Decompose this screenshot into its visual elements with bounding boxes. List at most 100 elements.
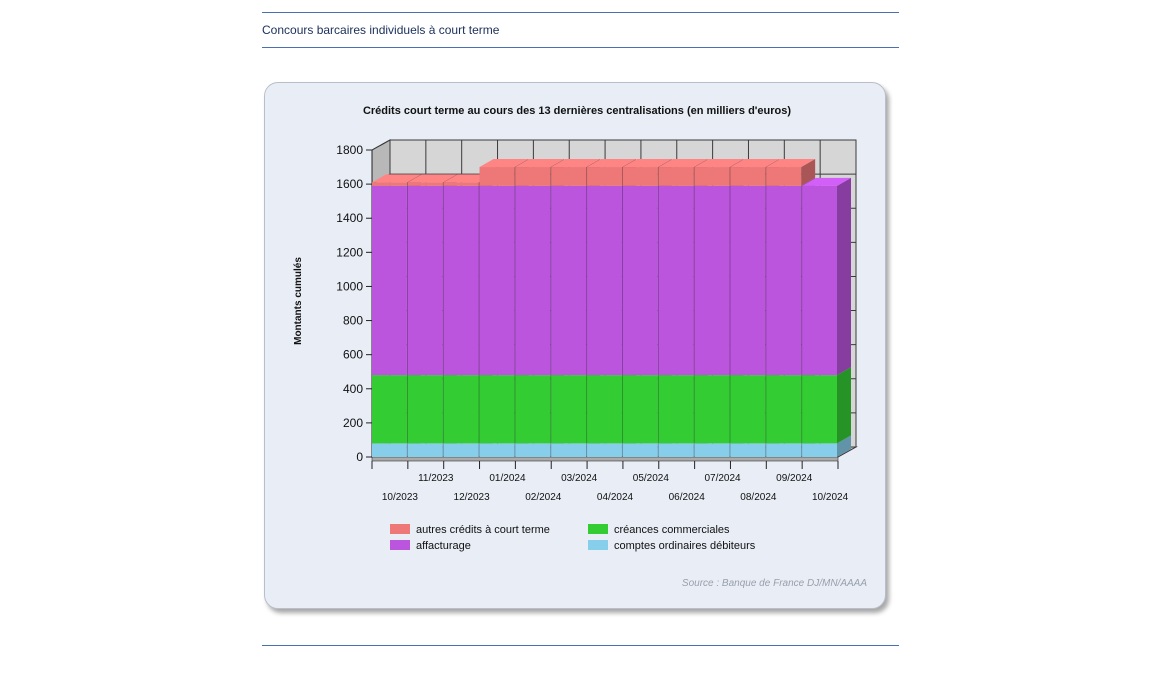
bar-segment bbox=[730, 167, 766, 186]
bar-segment-side bbox=[837, 435, 851, 457]
bar-top-face bbox=[730, 159, 780, 168]
y-tick-label: 1600 bbox=[336, 177, 363, 191]
stacked-bar-chart: Crédits court terme au cours des 13 dern… bbox=[293, 105, 867, 589]
y-tick-label: 600 bbox=[343, 348, 363, 362]
bar-segment bbox=[515, 375, 551, 444]
x-tick-label: 06/2024 bbox=[669, 492, 706, 503]
bar-segment bbox=[730, 375, 766, 444]
x-tick-label: 10/2024 bbox=[812, 492, 849, 503]
legend-swatch bbox=[390, 540, 410, 550]
bar-segment bbox=[372, 185, 407, 376]
legend-swatch bbox=[588, 540, 608, 550]
bar-segment bbox=[372, 182, 407, 186]
bar-segment bbox=[766, 443, 802, 457]
bar-segment bbox=[802, 375, 837, 444]
bar-segment bbox=[479, 375, 515, 444]
bar-segment bbox=[802, 443, 837, 457]
chart-title: Crédits court terme au cours des 13 dern… bbox=[363, 105, 791, 117]
heading-underline bbox=[262, 47, 899, 48]
bar-segment bbox=[551, 375, 587, 444]
y-tick-label: 0 bbox=[356, 450, 363, 464]
legend-label: comptes ordinaires débiteurs bbox=[614, 540, 756, 552]
bar-segment bbox=[587, 443, 622, 457]
x-tick-label: 11/2023 bbox=[418, 473, 454, 484]
bar-segment bbox=[407, 443, 443, 457]
x-tick-label: 01/2024 bbox=[489, 473, 526, 484]
bar-segment bbox=[515, 185, 551, 376]
bar-segment bbox=[658, 167, 694, 186]
legend-swatch bbox=[588, 524, 608, 534]
bar-top-face bbox=[372, 174, 421, 183]
bar-segment bbox=[479, 167, 515, 186]
x-tick-label: 02/2024 bbox=[525, 492, 562, 503]
x-tick-label: 10/2023 bbox=[382, 492, 419, 503]
x-tick-label: 04/2024 bbox=[597, 492, 634, 503]
bar-segment bbox=[694, 167, 730, 186]
bar-segment bbox=[407, 375, 443, 444]
bar-segment bbox=[551, 167, 587, 186]
bar-segment bbox=[622, 185, 658, 376]
bar-segment bbox=[766, 185, 802, 376]
bar-segment-side bbox=[837, 177, 851, 376]
bar-segment bbox=[407, 182, 443, 186]
page-heading: Concours barcaires individuels à court t… bbox=[262, 23, 500, 37]
bar-segment bbox=[694, 375, 730, 444]
bar-segment bbox=[694, 443, 730, 457]
bar-segment bbox=[551, 185, 587, 376]
y-tick-label: 1400 bbox=[336, 211, 363, 225]
bar-segment bbox=[802, 185, 837, 376]
bar-segment bbox=[730, 185, 766, 376]
bar-segment bbox=[658, 443, 694, 457]
bar-top-face bbox=[694, 159, 744, 168]
bar-segment bbox=[372, 375, 407, 444]
bar-segment bbox=[730, 443, 766, 457]
y-tick-label: 1200 bbox=[336, 245, 363, 259]
source-note: Source : Banque de France DJ/MN/AAAA bbox=[682, 578, 867, 589]
bar-segment bbox=[694, 185, 730, 376]
bar-segment bbox=[766, 167, 802, 186]
x-tick-label: 12/2023 bbox=[454, 492, 491, 503]
x-tick-label: 09/2024 bbox=[776, 473, 813, 484]
bar-segment bbox=[407, 185, 443, 376]
bar-top-face bbox=[551, 159, 601, 168]
x-tick-label: 05/2024 bbox=[633, 473, 670, 484]
bar-segment bbox=[766, 375, 802, 444]
bar-segment bbox=[443, 185, 479, 376]
bar-segment bbox=[587, 375, 622, 444]
bar-segment bbox=[622, 167, 658, 186]
bar-segment bbox=[443, 443, 479, 457]
bar-segment bbox=[479, 185, 515, 376]
bar-top-face bbox=[407, 174, 457, 183]
y-tick-label: 1000 bbox=[336, 279, 363, 293]
bar-segment bbox=[479, 443, 515, 457]
x-tick-label: 03/2024 bbox=[561, 473, 598, 484]
gridline-side bbox=[371, 139, 391, 151]
bar-segment bbox=[551, 443, 587, 457]
bar-segment-side bbox=[837, 367, 851, 444]
bar-segment bbox=[443, 182, 479, 186]
y-tick-label: 200 bbox=[343, 416, 363, 430]
bar-segment bbox=[658, 375, 694, 444]
x-tick-label: 08/2024 bbox=[740, 492, 777, 503]
bar-segment bbox=[622, 375, 658, 444]
bar-segment-side bbox=[801, 159, 816, 186]
bar-segment bbox=[658, 185, 694, 376]
bar-segment bbox=[587, 167, 622, 186]
bar-top-face bbox=[766, 159, 816, 168]
bar-segment bbox=[622, 443, 658, 457]
bar-top-face bbox=[658, 159, 708, 168]
x-tick-label: 07/2024 bbox=[704, 473, 741, 484]
y-tick-label: 1800 bbox=[336, 143, 363, 157]
bar-top-face bbox=[802, 177, 851, 186]
bottom-rule bbox=[262, 645, 899, 646]
legend-swatch bbox=[390, 524, 410, 534]
legend-label: autres crédits à court terme bbox=[416, 524, 550, 536]
bar-top-face bbox=[622, 159, 672, 168]
bar-segment bbox=[372, 443, 407, 457]
bar-segment bbox=[515, 167, 551, 186]
bar-segment bbox=[587, 185, 622, 376]
plot-floor-edge bbox=[371, 456, 839, 462]
bar-segment bbox=[515, 443, 551, 457]
bar-top-face bbox=[479, 159, 529, 168]
bar-top-face bbox=[515, 159, 565, 168]
